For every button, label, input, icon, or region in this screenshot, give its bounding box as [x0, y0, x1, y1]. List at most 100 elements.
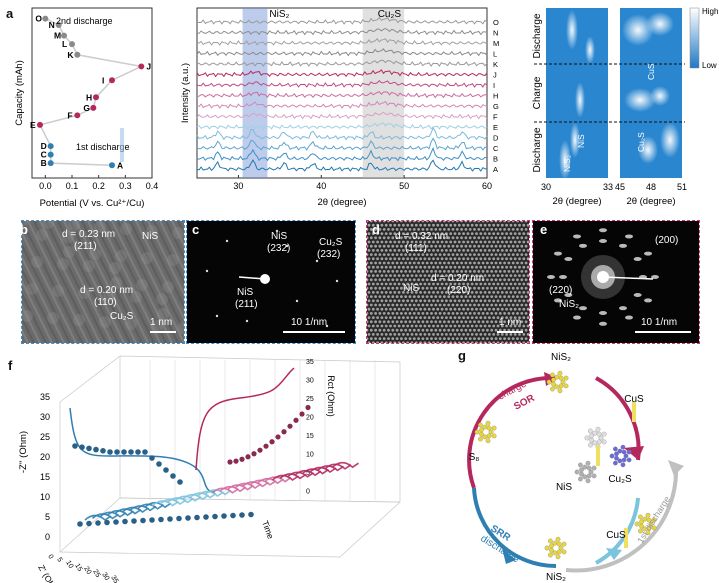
atom-column — [481, 261, 485, 265]
atom-column — [486, 278, 489, 282]
atom-column — [481, 244, 485, 248]
atom-column — [453, 341, 457, 343]
cluster-atom-0-1 — [563, 383, 569, 389]
atom-column — [423, 333, 427, 336]
atom-column — [492, 274, 496, 277]
atom-column — [438, 303, 442, 307]
atom-column — [500, 257, 504, 261]
atom-column — [494, 286, 498, 290]
cluster-atom-2-11 — [645, 512, 651, 518]
atom-column — [367, 244, 369, 248]
atom-column — [414, 333, 418, 336]
cluster-atom-4-0 — [588, 469, 594, 475]
atom-column — [486, 303, 489, 307]
atom-column — [425, 286, 429, 290]
atom-column — [404, 295, 408, 298]
atom-column — [371, 265, 375, 269]
atom-column — [367, 240, 371, 244]
atom-column — [378, 312, 382, 315]
rct-point-low-8 — [149, 517, 155, 523]
cluster-atom-6-12 — [486, 425, 492, 431]
atom-column — [457, 324, 461, 328]
rct-curve-blue — [69, 407, 216, 493]
atom-column — [436, 249, 440, 252]
atom-column — [421, 261, 425, 265]
cluster-atom-0-13 — [563, 375, 569, 381]
atom-column — [404, 270, 408, 273]
atom-column — [479, 341, 483, 343]
atom-column — [367, 232, 371, 235]
ring-label-NiS2: NiS₂ — [559, 299, 579, 310]
atom-column — [526, 299, 529, 303]
atom-column — [421, 303, 425, 307]
atom-column — [378, 303, 382, 307]
atom-column — [462, 282, 465, 286]
atom-column — [412, 295, 416, 298]
atom-column — [464, 312, 468, 315]
atom-column — [488, 324, 491, 328]
atom-column — [470, 232, 474, 235]
atom-column — [492, 282, 496, 286]
atom-column — [518, 324, 521, 328]
cluster-atom-4-3 — [585, 478, 591, 484]
atom-column — [376, 265, 379, 269]
atom-column — [367, 253, 369, 256]
atom-column — [438, 244, 442, 248]
annotation-2nd-discharge: 2nd discharge — [56, 16, 113, 26]
atom-column — [393, 232, 397, 235]
atom-column — [464, 295, 468, 298]
atom-column — [434, 337, 438, 340]
atom-column — [524, 303, 528, 307]
atom-column — [406, 299, 410, 303]
atom-column — [414, 282, 418, 286]
phase-label-NiS: NiS — [403, 283, 420, 294]
atom-column — [440, 324, 444, 328]
atom-column — [466, 274, 470, 277]
atom-column — [522, 324, 526, 328]
atom-column — [457, 257, 461, 261]
cluster-atom-5-3 — [620, 462, 626, 468]
atom-column — [400, 244, 403, 248]
atom-column — [475, 257, 478, 261]
atom-column — [423, 249, 427, 252]
nyquist-arc-6 — [129, 505, 157, 512]
atom-column — [526, 240, 529, 244]
atom-column — [387, 312, 390, 315]
lattice-fringe — [22, 242, 71, 343]
atom-column — [397, 223, 401, 227]
atom-column — [481, 270, 485, 273]
atom-column — [367, 223, 371, 227]
atom-column — [395, 320, 399, 324]
rct-point-blue-2 — [86, 445, 92, 452]
ring-arc-1-120 — [573, 315, 581, 320]
atom-column — [402, 341, 405, 343]
atom-column — [447, 295, 451, 298]
atom-column — [488, 299, 491, 303]
atom-column — [505, 341, 508, 343]
atom-column — [382, 286, 386, 290]
diffraction-spot-6 — [205, 269, 209, 273]
label-SOR: SOR — [512, 392, 537, 412]
atom-column — [477, 312, 481, 315]
atom-column — [384, 316, 388, 319]
atom-column — [522, 249, 526, 252]
atom-column — [387, 270, 390, 273]
atom-column — [466, 307, 470, 311]
atom-column — [443, 328, 446, 332]
atom-column — [524, 286, 528, 290]
cluster-atom-5-12 — [621, 449, 627, 455]
cluster-atom-4-4 — [582, 474, 588, 480]
atom-column — [371, 257, 375, 261]
atom-column — [498, 244, 502, 248]
ring-arc-0-210 — [564, 257, 573, 261]
atom-column — [522, 265, 526, 269]
atom-column — [460, 253, 463, 256]
atom-column — [511, 221, 515, 223]
atom-column — [371, 291, 375, 294]
point-label-H: H — [86, 92, 92, 102]
atom-column — [436, 333, 440, 336]
cluster-atom-4-12 — [586, 465, 592, 471]
point-label-E: E — [30, 120, 36, 130]
atom-column — [451, 228, 455, 231]
atom-column — [518, 333, 521, 336]
